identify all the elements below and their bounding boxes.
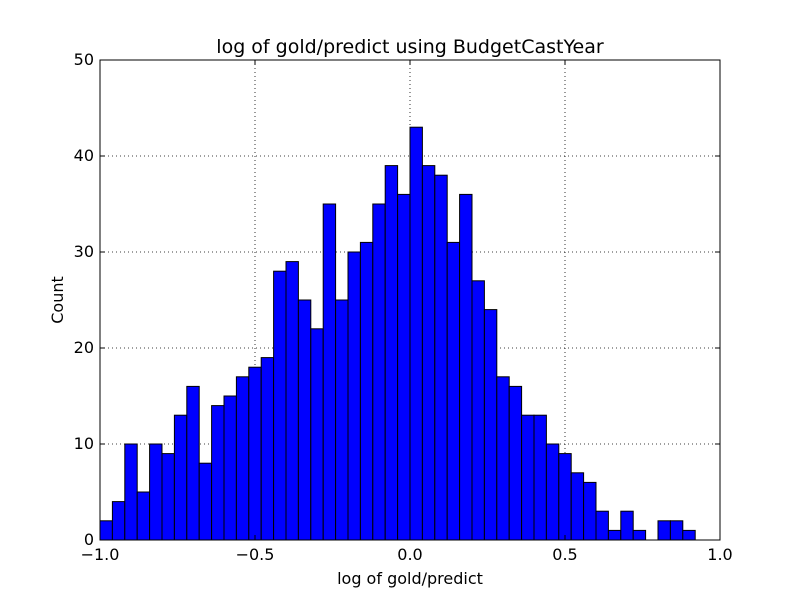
histogram-bar (521, 414, 535, 541)
y-tick-label: 50 (74, 50, 94, 69)
histogram-bar (372, 203, 386, 541)
histogram-bar (669, 520, 684, 541)
y-tick-label: 30 (74, 242, 94, 261)
histogram-bar (508, 385, 523, 541)
histogram-bar (347, 251, 361, 541)
histogram-bar (198, 462, 213, 541)
x-tick-label: −1.0 (81, 545, 120, 564)
histogram-bar (570, 472, 585, 541)
x-tick-label: 0.0 (397, 545, 422, 564)
histogram-bar (186, 385, 200, 541)
histogram-bar (595, 510, 609, 541)
histogram-bar (173, 414, 188, 541)
histogram-bar (496, 376, 510, 541)
histogram-bar (124, 443, 138, 541)
histogram-bar (421, 165, 436, 541)
histogram-bar (285, 261, 299, 541)
histogram-bar (483, 309, 498, 541)
y-tick-label: 0 (84, 530, 94, 549)
histogram-bar (446, 241, 461, 541)
histogram-bars (99, 126, 696, 541)
x-axis-label: log of gold/predict (337, 569, 483, 588)
histogram-bar (583, 481, 597, 541)
histogram-bar (471, 280, 485, 541)
x-tick-label: −0.5 (236, 545, 275, 564)
y-tick-label: 10 (74, 434, 94, 453)
histogram-bar (359, 241, 374, 541)
histogram-bar (248, 366, 262, 541)
y-axis-label: Count (48, 276, 67, 324)
histogram-bar (136, 491, 151, 541)
histogram-bar (235, 376, 250, 541)
x-tick-label: 1.0 (707, 545, 732, 564)
chart-title: log of gold/predict using BudgetCastYear (216, 36, 604, 58)
histogram-bar (149, 443, 163, 541)
histogram-bar (620, 510, 634, 541)
y-tick-label: 40 (74, 146, 94, 165)
histogram-bar (409, 126, 423, 541)
histogram-bar (657, 520, 671, 541)
histogram-bar (335, 299, 349, 541)
x-tick-label: 0.5 (552, 545, 577, 564)
histogram-bar (310, 328, 324, 541)
histogram-bar (260, 357, 275, 541)
histogram-bar (161, 453, 175, 541)
histogram-bar (273, 270, 287, 541)
histogram-bar (384, 165, 399, 541)
histogram-bar (607, 529, 622, 541)
histogram-bar (397, 193, 411, 541)
histogram-bar (632, 529, 647, 541)
histogram-bar (434, 174, 448, 541)
histogram-bar (111, 501, 126, 541)
histogram-bar (297, 299, 312, 541)
histogram-bar (211, 405, 225, 541)
histogram-bar (322, 203, 337, 541)
histogram-bar (545, 443, 560, 541)
histogram-bar (558, 453, 572, 541)
histogram-bar (459, 193, 473, 541)
histogram-bar (223, 395, 237, 541)
axis-ticks: −1.0 −0.5 0.0 0.5 1.0 0 10 20 30 40 50 (74, 50, 733, 564)
y-tick-label: 20 (74, 338, 94, 357)
histogram-bar (99, 520, 113, 541)
histogram-bar (533, 414, 547, 541)
histogram-bar (682, 529, 696, 541)
